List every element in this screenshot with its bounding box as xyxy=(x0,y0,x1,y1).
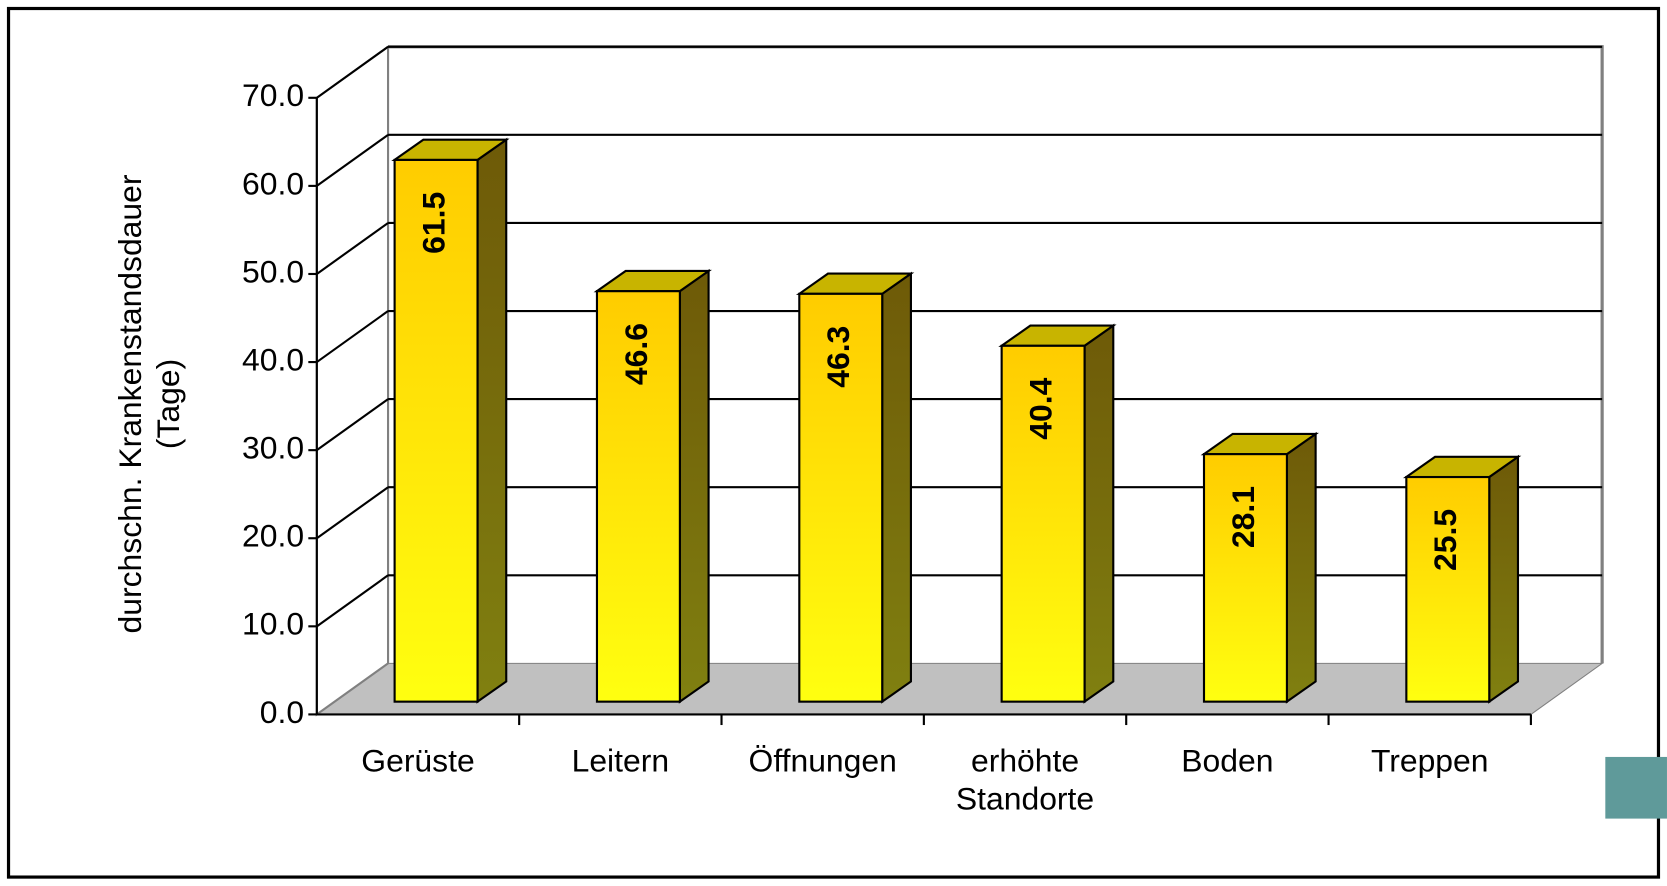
grid-line-side xyxy=(316,45,389,99)
bar xyxy=(1000,344,1086,703)
bar-side xyxy=(1488,454,1520,704)
grid-line-side xyxy=(316,222,389,275)
grid-line-side xyxy=(316,310,389,363)
y-tick-label: 70.0 xyxy=(242,77,304,113)
x-tick-label: erhöhte Standorte xyxy=(956,743,1094,817)
value-label: 40.4 xyxy=(1023,377,1059,439)
value-label: 46.6 xyxy=(618,323,654,385)
grid-line-side xyxy=(316,486,389,540)
x-tick-label: Treppen xyxy=(1371,743,1489,779)
side-wall xyxy=(315,44,390,717)
value-label: 46.3 xyxy=(820,326,856,388)
x-tick-label: Boden xyxy=(1181,743,1273,779)
x-tick-label: Leitern xyxy=(572,743,669,779)
grid-line-side xyxy=(316,398,389,452)
value-label: 25.5 xyxy=(1427,509,1463,571)
bar-side xyxy=(1083,323,1115,704)
y-axis-label: durchschn. Krankenstandsdauer(Tage) xyxy=(112,174,186,633)
y-tick-label: 30.0 xyxy=(242,430,304,466)
value-label: 61.5 xyxy=(415,192,451,254)
bar xyxy=(393,158,479,703)
bar xyxy=(1202,453,1288,703)
bar xyxy=(595,290,681,703)
y-tick-label: 60.0 xyxy=(242,165,304,201)
bar-side xyxy=(1285,431,1317,704)
y-tick-label: 20.0 xyxy=(242,518,304,554)
bar-side xyxy=(881,271,912,704)
bar-side xyxy=(476,137,508,704)
y-tick-label: 40.0 xyxy=(242,341,304,377)
grid-line-side xyxy=(316,133,389,187)
bar xyxy=(798,292,884,703)
x-tick-label: Öffnungen xyxy=(749,743,897,779)
bar-side xyxy=(678,268,710,704)
bar xyxy=(1405,475,1491,703)
y-tick-label: 0.0 xyxy=(260,694,304,730)
grid-line-side xyxy=(316,574,389,628)
x-tick-label: Gerüste xyxy=(361,743,474,779)
value-label: 28.1 xyxy=(1225,486,1261,548)
y-tick-label: 50.0 xyxy=(242,253,304,289)
decoration-ledge xyxy=(1605,756,1667,819)
y-tick-label: 10.0 xyxy=(242,606,304,642)
